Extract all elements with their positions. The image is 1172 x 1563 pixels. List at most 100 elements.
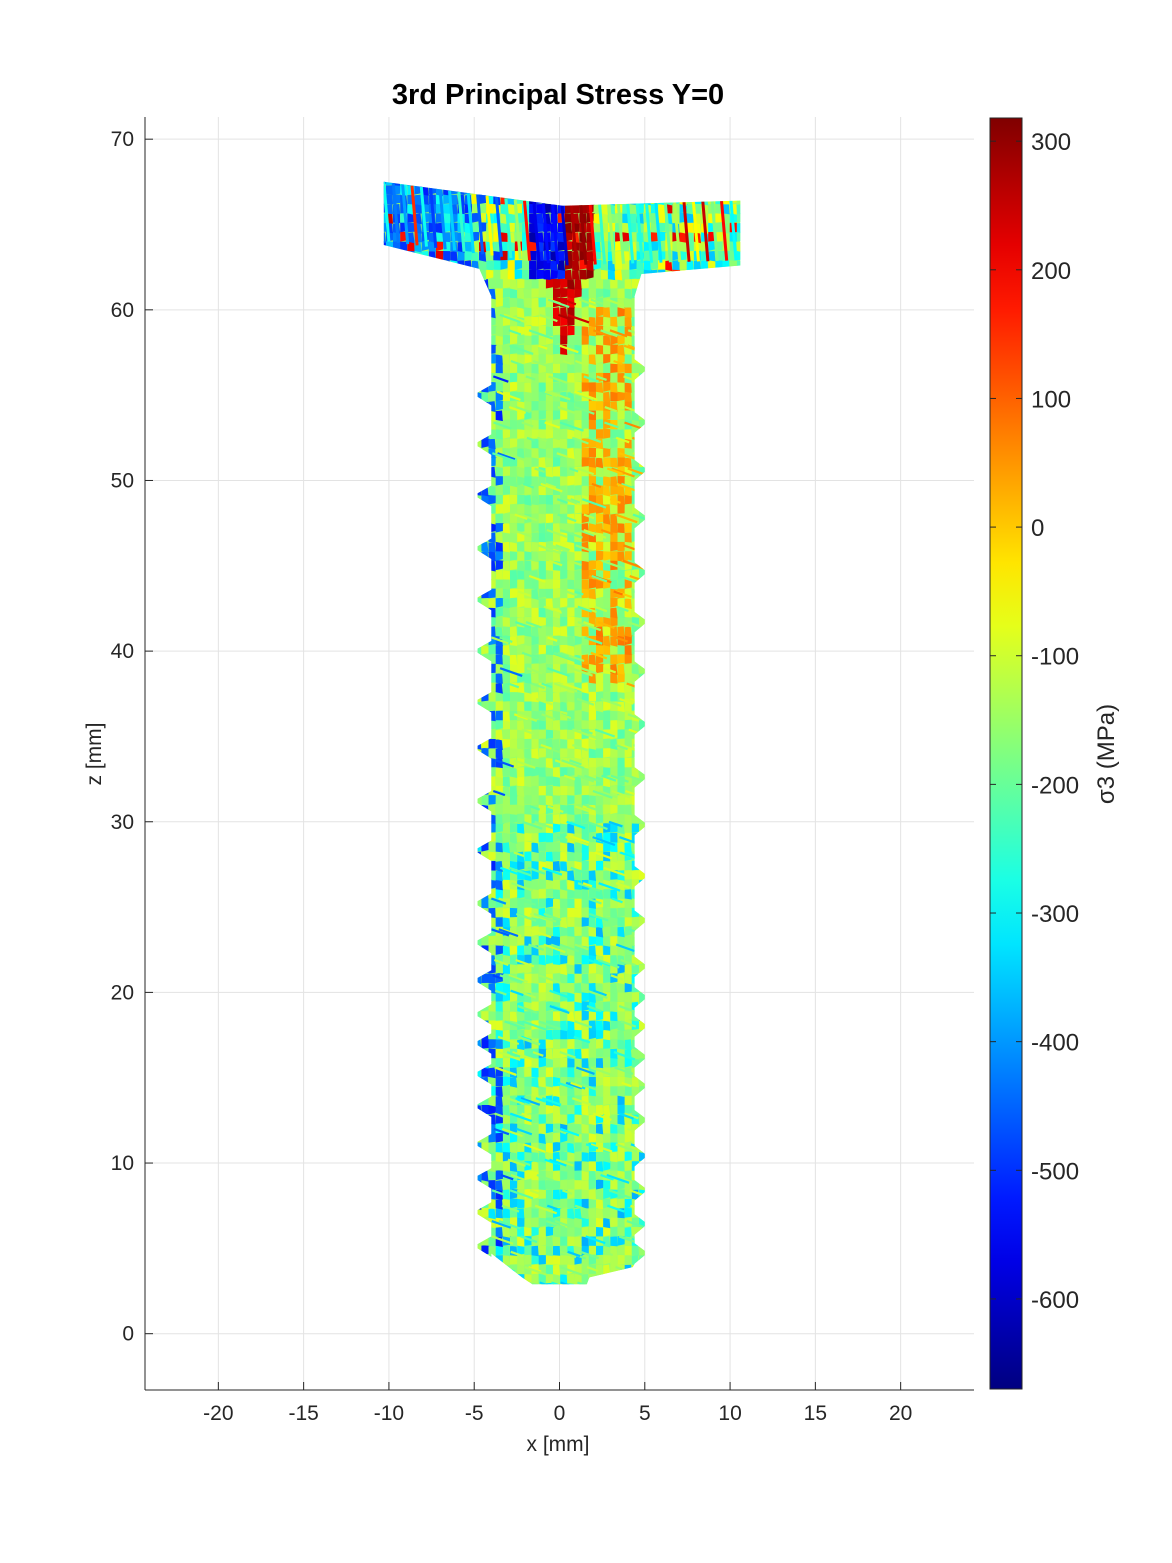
stress-cell xyxy=(510,288,518,299)
stress-cell xyxy=(531,1058,539,1069)
stress-cell xyxy=(495,917,503,927)
stress-cell xyxy=(596,1029,604,1040)
stress-cell xyxy=(624,973,632,985)
stress-cell xyxy=(510,691,518,702)
stress-cell xyxy=(479,166,487,176)
stress-cell xyxy=(581,794,590,805)
stress-cell xyxy=(488,297,496,309)
stress-cell xyxy=(617,1245,626,1256)
stress-cell xyxy=(538,560,546,571)
stress-cell xyxy=(553,926,561,937)
stress-cell xyxy=(643,260,651,271)
stress-cell xyxy=(481,1095,489,1105)
stress-cell xyxy=(553,588,561,599)
stress-cell xyxy=(631,382,639,393)
x-tick-label: 15 xyxy=(804,1402,827,1425)
mesh-stroke xyxy=(590,1143,613,1153)
head-mesh-stroke xyxy=(710,201,719,262)
stress-cell xyxy=(421,269,429,281)
stress-cell xyxy=(560,457,568,468)
stress-cell xyxy=(474,597,483,608)
mesh-stroke xyxy=(534,467,545,474)
stress-cell xyxy=(560,926,568,937)
stress-cell xyxy=(531,532,539,543)
stress-cell xyxy=(531,1208,539,1218)
stress-cell xyxy=(524,326,532,336)
stress-cell xyxy=(474,579,482,590)
stress-cell xyxy=(581,1227,589,1238)
stress-cell xyxy=(631,1048,639,1060)
stress-cell xyxy=(646,991,655,1002)
stress-cell xyxy=(560,936,568,947)
stress-cell xyxy=(567,570,575,581)
stress-cell xyxy=(646,907,654,918)
stress-cell xyxy=(646,532,654,543)
mesh-stroke xyxy=(624,1112,639,1120)
stress-cell xyxy=(646,1245,655,1256)
stress-cell xyxy=(545,897,555,908)
stress-cell xyxy=(481,954,490,965)
stress-cell xyxy=(631,335,639,347)
stress-cell xyxy=(708,185,716,197)
mesh-stroke xyxy=(615,743,628,751)
stress-cell xyxy=(545,588,553,599)
stress-cell xyxy=(639,1264,647,1274)
stress-cell xyxy=(588,842,596,853)
stress-cell xyxy=(383,251,386,262)
stress-cell xyxy=(510,701,518,711)
stress-cell xyxy=(379,167,386,177)
stress-cell xyxy=(631,898,640,908)
stress-cell xyxy=(543,269,551,280)
stress-cell xyxy=(486,185,494,195)
stress-cell xyxy=(495,992,504,1002)
stress-cell xyxy=(471,269,479,281)
stress-cell xyxy=(622,167,629,177)
stress-cell xyxy=(524,391,532,403)
mesh-stroke xyxy=(611,897,623,904)
stress-cell xyxy=(596,560,604,571)
stress-cell xyxy=(639,559,648,571)
stress-cell xyxy=(631,1151,640,1162)
mesh-stroke xyxy=(535,1097,547,1103)
stress-cell xyxy=(510,570,518,581)
mesh-stroke xyxy=(553,682,578,693)
stress-cell xyxy=(588,785,596,796)
mesh-stroke xyxy=(633,590,651,599)
stress-cell xyxy=(596,409,605,420)
stress-cell xyxy=(524,832,533,843)
stress-cell xyxy=(502,1189,510,1200)
stress-cell xyxy=(581,767,589,778)
stress-cell xyxy=(639,597,648,608)
stress-cell xyxy=(531,851,539,862)
stress-cell xyxy=(517,363,525,375)
mesh-stroke xyxy=(621,1081,632,1088)
stress-cell xyxy=(538,879,547,890)
mesh-stroke xyxy=(555,544,570,552)
stress-cell xyxy=(502,598,510,608)
stress-cell xyxy=(510,1255,518,1265)
stress-cell xyxy=(495,936,503,946)
stress-cell xyxy=(617,644,625,655)
stress-cell xyxy=(736,222,741,234)
stress-cell xyxy=(517,982,525,993)
stress-cell xyxy=(517,1245,526,1256)
stress-cell xyxy=(646,616,654,627)
mesh-stroke xyxy=(553,651,576,662)
stress-cell xyxy=(615,181,624,186)
mesh-stroke xyxy=(499,667,523,677)
stress-cell xyxy=(646,485,654,496)
stress-cell xyxy=(610,851,618,863)
stress-cell xyxy=(596,1189,604,1201)
stress-cell xyxy=(658,185,666,196)
stress-cell xyxy=(574,1283,582,1285)
stress-cell xyxy=(631,842,639,852)
stress-cell xyxy=(479,185,487,196)
stress-cell xyxy=(495,645,503,655)
stress-cell xyxy=(517,475,526,486)
stress-cell xyxy=(510,476,518,488)
stress-cell xyxy=(443,213,451,224)
mesh-stroke xyxy=(597,621,615,629)
stress-cell xyxy=(560,964,568,976)
stress-cell xyxy=(510,485,518,495)
stress-cell xyxy=(560,335,568,345)
